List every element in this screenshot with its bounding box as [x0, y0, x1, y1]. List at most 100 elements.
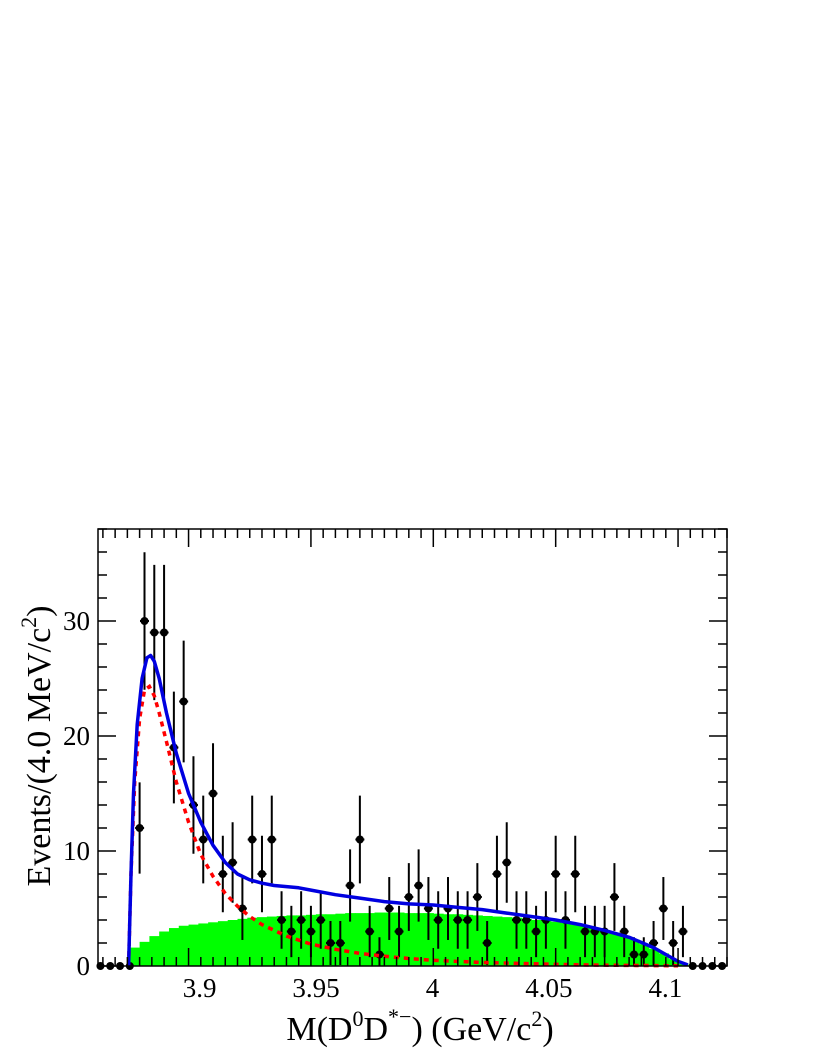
data-point [228, 858, 237, 867]
data-point [483, 939, 492, 947]
data-point [365, 927, 374, 936]
x-title-base: M(D [286, 1011, 352, 1048]
y-tick-label: 30 [63, 606, 90, 636]
background-bar [227, 920, 239, 966]
plot-frame [97, 528, 728, 967]
data-point [218, 870, 227, 878]
background-bar [159, 931, 170, 966]
data-point [434, 916, 443, 924]
x-title-sup3: 2 [531, 1006, 542, 1031]
data-point [160, 628, 169, 637]
y-title-sup: 2 [16, 617, 41, 628]
y-tick-label: 0 [77, 951, 91, 981]
x-title-unit: ) (GeV/c [411, 1011, 531, 1048]
background-bar [501, 917, 513, 966]
data-point [355, 835, 364, 844]
data-point [385, 904, 394, 913]
data-point [463, 916, 472, 924]
data-point [150, 628, 159, 637]
data-point [551, 870, 560, 878]
background-bar [550, 921, 562, 966]
data-point [522, 916, 531, 924]
background-bar [247, 917, 258, 966]
background-bar [149, 936, 160, 966]
background-bar [208, 922, 219, 966]
data-point [571, 870, 580, 878]
data-point [135, 824, 144, 832]
data-point [610, 893, 619, 901]
data-point [492, 870, 501, 878]
data-point [277, 916, 286, 924]
x-title-end: ) [542, 1011, 553, 1048]
background-bar [178, 925, 190, 966]
background-bar [403, 913, 415, 966]
total-fit-layer [126, 653, 689, 967]
y-title-end: ) [21, 605, 58, 616]
background-bar [492, 916, 503, 966]
data-point [404, 893, 413, 901]
data-point [248, 835, 257, 844]
data-point [306, 927, 315, 936]
data-point [669, 939, 678, 947]
data-point [209, 789, 218, 798]
data-point [140, 617, 149, 625]
x-tick-label: 4 [426, 973, 440, 1003]
data-point [395, 927, 404, 936]
x-axis-title: M(D0D*−) (GeV/c2) [286, 1004, 553, 1048]
data-point [267, 835, 276, 844]
x-tick-label: 4.05 [525, 973, 572, 1003]
background-bar [237, 918, 248, 966]
data-point [678, 927, 687, 936]
signal-fit-line [126, 683, 679, 968]
data-point [502, 858, 511, 867]
background-bar [129, 947, 141, 966]
data-point [297, 916, 306, 924]
y-title-base: Events/(4.0 MeV/c [21, 628, 58, 887]
background-bar [354, 913, 366, 966]
data-point [316, 916, 325, 924]
x-tick-label: 3.9 [183, 973, 217, 1003]
background-bar [198, 923, 209, 966]
data-point [473, 893, 482, 901]
axis-ticks [98, 528, 728, 967]
data-point [287, 927, 296, 936]
total-fit-line [126, 653, 689, 967]
data-point [199, 835, 208, 844]
data-point [639, 950, 648, 959]
data-points-layer [96, 552, 727, 970]
background-bar [217, 921, 229, 966]
data-point [453, 916, 462, 924]
background-bar [472, 915, 483, 966]
x-title-sup2: *− [388, 1004, 411, 1029]
x-title-sup1: 0 [352, 1006, 363, 1031]
background-bar [570, 924, 581, 966]
background-bar [266, 916, 278, 966]
data-point [179, 697, 188, 706]
background-bar [443, 914, 454, 966]
data-point [659, 904, 668, 913]
background-bar [413, 913, 425, 966]
data-point [532, 927, 541, 936]
x-tick-label: 4.1 [649, 973, 683, 1003]
background-bar [658, 953, 669, 966]
x-tick-label: 3.95 [292, 973, 339, 1003]
y-axis-title: Events/(4.0 MeV/c2) [16, 605, 58, 886]
y-tick-label: 10 [63, 836, 90, 866]
data-point [414, 881, 423, 890]
data-point [512, 916, 521, 924]
data-point [346, 881, 355, 890]
data-point [581, 927, 590, 936]
background-bar [609, 932, 620, 966]
background-bar [257, 917, 268, 966]
background-bar [188, 924, 199, 966]
x-title-mid: D [363, 1011, 388, 1048]
data-point [629, 950, 638, 959]
background-bar [345, 913, 356, 966]
data-point [326, 939, 335, 947]
background-bar [168, 928, 180, 966]
background-bar [139, 941, 150, 966]
y-tick-label: 20 [63, 721, 90, 751]
data-point [257, 870, 266, 878]
signal-fit-layer [126, 683, 679, 968]
